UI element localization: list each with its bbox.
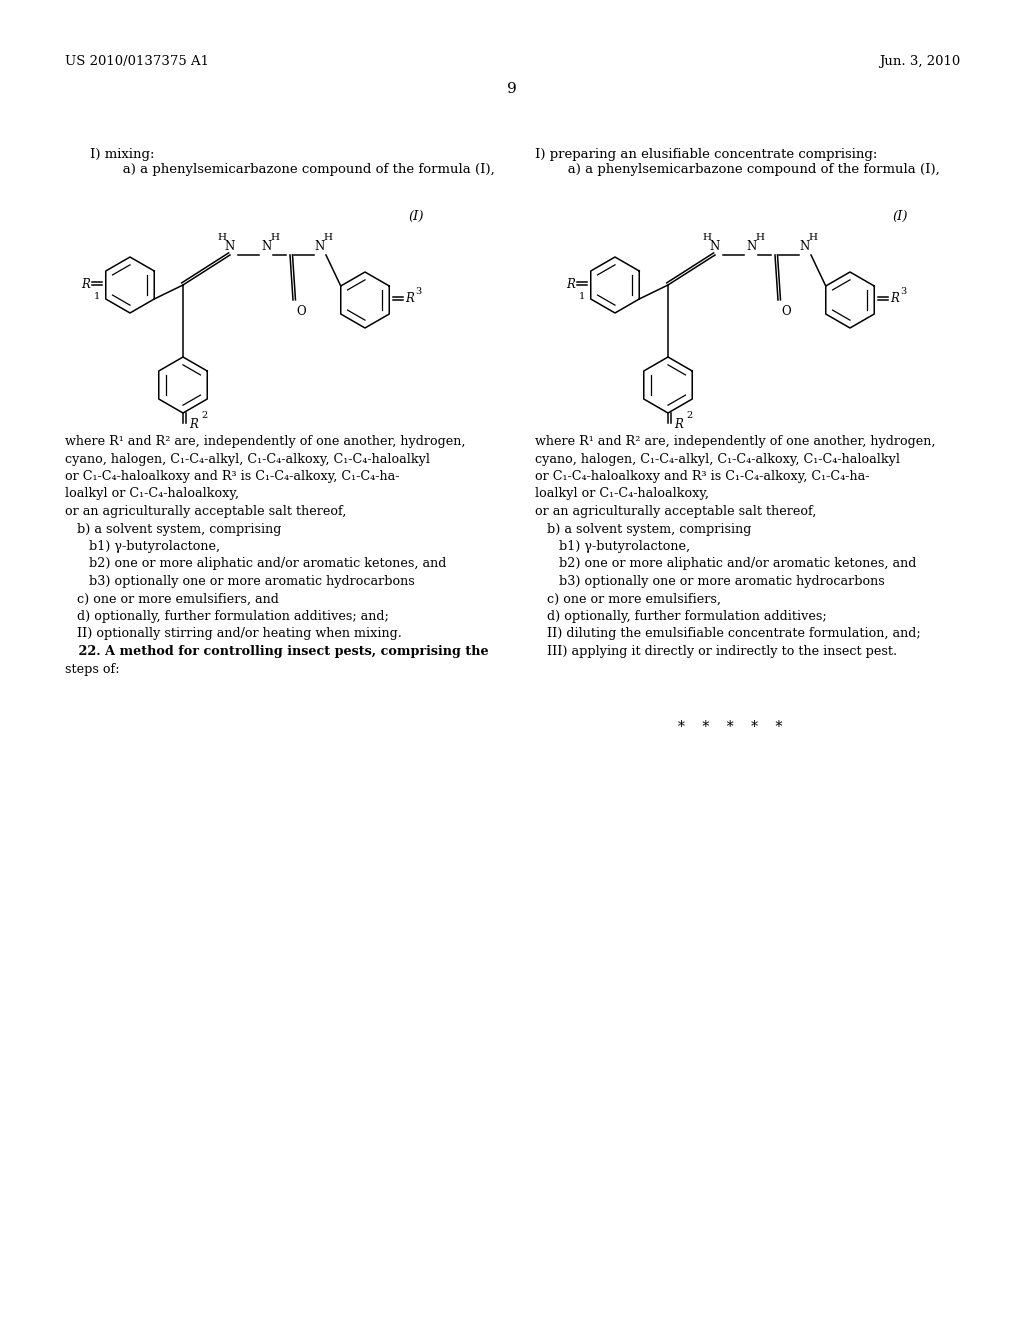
Text: c) one or more emulsifiers,: c) one or more emulsifiers, <box>535 593 721 606</box>
Text: 22. A method for controlling insect pests, comprising the: 22. A method for controlling insect pest… <box>65 645 488 657</box>
Text: or C₁-C₄-haloalkoxy and R³ is C₁-C₄-alkoxy, C₁-C₄-ha-: or C₁-C₄-haloalkoxy and R³ is C₁-C₄-alko… <box>65 470 399 483</box>
Text: b3) optionally one or more aromatic hydrocarbons: b3) optionally one or more aromatic hydr… <box>65 576 415 587</box>
Text: H: H <box>217 234 226 242</box>
Text: I) mixing:: I) mixing: <box>90 148 155 161</box>
Text: N: N <box>262 240 272 253</box>
Text: where R¹ and R² are, independently of one another, hydrogen,: where R¹ and R² are, independently of on… <box>65 436 466 447</box>
Text: b1) γ-butyrolactone,: b1) γ-butyrolactone, <box>535 540 690 553</box>
Text: steps of:: steps of: <box>65 663 120 676</box>
Text: O: O <box>296 305 305 318</box>
Text: H: H <box>324 234 333 242</box>
Text: (I): (I) <box>892 210 907 223</box>
Text: or C₁-C₄-haloalkoxy and R³ is C₁-C₄-alkoxy, C₁-C₄-ha-: or C₁-C₄-haloalkoxy and R³ is C₁-C₄-alko… <box>535 470 869 483</box>
Text: where R¹ and R² are, independently of one another, hydrogen,: where R¹ and R² are, independently of on… <box>535 436 936 447</box>
Text: a) a phenylsemicarbazone compound of the formula (I),: a) a phenylsemicarbazone compound of the… <box>110 162 495 176</box>
Text: III) applying it directly or indirectly to the insect pest.: III) applying it directly or indirectly … <box>535 645 897 657</box>
Text: N: N <box>225 240 236 253</box>
Text: b2) one or more aliphatic and/or aromatic ketones, and: b2) one or more aliphatic and/or aromati… <box>535 557 916 570</box>
Text: N: N <box>314 240 326 253</box>
Text: b1) γ-butyrolactone,: b1) γ-butyrolactone, <box>65 540 220 553</box>
Text: d) optionally, further formulation additives;: d) optionally, further formulation addit… <box>535 610 826 623</box>
Text: or an agriculturally acceptable salt thereof,: or an agriculturally acceptable salt the… <box>65 506 346 517</box>
Text: H: H <box>702 234 712 242</box>
Text: R: R <box>890 293 899 305</box>
Text: b2) one or more aliphatic and/or aromatic ketones, and: b2) one or more aliphatic and/or aromati… <box>65 557 446 570</box>
Text: 3: 3 <box>415 288 421 297</box>
Text: c) one or more emulsifiers, and: c) one or more emulsifiers, and <box>65 593 279 606</box>
Text: US 2010/0137375 A1: US 2010/0137375 A1 <box>65 55 209 69</box>
Text: R: R <box>406 293 414 305</box>
Text: II) diluting the emulsifiable concentrate formulation, and;: II) diluting the emulsifiable concentrat… <box>535 627 921 640</box>
Text: d) optionally, further formulation additives; and;: d) optionally, further formulation addit… <box>65 610 389 623</box>
Text: Jun. 3, 2010: Jun. 3, 2010 <box>879 55 961 69</box>
Text: 3: 3 <box>900 288 906 297</box>
Text: 2: 2 <box>686 411 692 420</box>
Text: loalkyl or C₁-C₄-haloalkoxy,: loalkyl or C₁-C₄-haloalkoxy, <box>535 487 709 500</box>
Text: 1: 1 <box>579 292 586 301</box>
Text: II) optionally stirring and/or heating when mixing.: II) optionally stirring and/or heating w… <box>65 627 401 640</box>
Text: loalkyl or C₁-C₄-haloalkoxy,: loalkyl or C₁-C₄-haloalkoxy, <box>65 487 239 500</box>
Text: H: H <box>756 234 765 242</box>
Text: H: H <box>809 234 817 242</box>
Text: N: N <box>746 240 757 253</box>
Text: R: R <box>189 418 198 432</box>
Text: b) a solvent system, comprising: b) a solvent system, comprising <box>535 523 752 536</box>
Text: R: R <box>81 277 90 290</box>
Text: b) a solvent system, comprising: b) a solvent system, comprising <box>65 523 282 536</box>
Text: N: N <box>710 240 720 253</box>
Text: 1: 1 <box>94 292 100 301</box>
Text: (I): (I) <box>408 210 424 223</box>
Text: 9: 9 <box>507 82 517 96</box>
Text: N: N <box>800 240 810 253</box>
Text: cyano, halogen, C₁-C₄-alkyl, C₁-C₄-alkoxy, C₁-C₄-haloalkyl: cyano, halogen, C₁-C₄-alkyl, C₁-C₄-alkox… <box>535 453 900 466</box>
Text: R: R <box>674 418 683 432</box>
Text: H: H <box>270 234 280 242</box>
Text: cyano, halogen, C₁-C₄-alkyl, C₁-C₄-alkoxy, C₁-C₄-haloalkyl: cyano, halogen, C₁-C₄-alkyl, C₁-C₄-alkox… <box>65 453 430 466</box>
Text: I) preparing an elusifiable concentrate comprising:: I) preparing an elusifiable concentrate … <box>535 148 878 161</box>
Text: or an agriculturally acceptable salt thereof,: or an agriculturally acceptable salt the… <box>535 506 816 517</box>
Text: *    *    *    *    *: * * * * * <box>678 719 782 734</box>
Text: b3) optionally one or more aromatic hydrocarbons: b3) optionally one or more aromatic hydr… <box>535 576 885 587</box>
Text: R: R <box>566 277 575 290</box>
Text: O: O <box>781 305 791 318</box>
Text: 2: 2 <box>201 411 207 420</box>
Text: a) a phenylsemicarbazone compound of the formula (I),: a) a phenylsemicarbazone compound of the… <box>555 162 940 176</box>
